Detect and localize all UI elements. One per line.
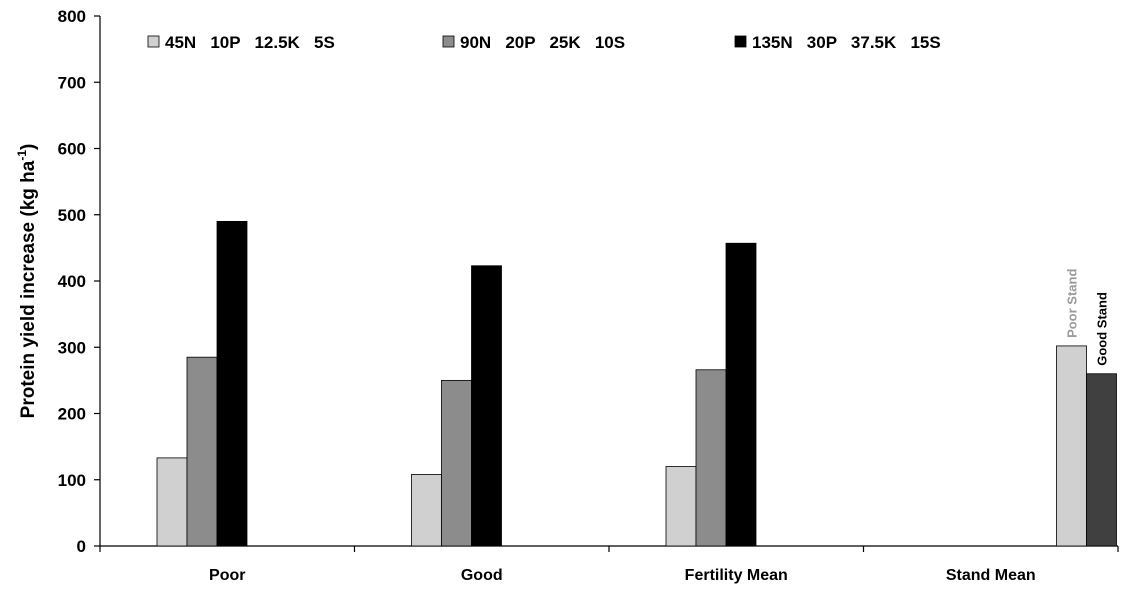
legend-label: 45N 10P 12.5K 5S (165, 33, 335, 52)
y-axis-title-close: ) (18, 144, 39, 150)
bar-series-2 (695, 369, 727, 547)
bar-series-3 (216, 220, 248, 547)
legend-swatch (734, 35, 747, 48)
y-tick-label: 200 (58, 405, 86, 424)
legend-label: 135N 30P 37.5K 15S (752, 33, 941, 52)
bar-stand-poor (1056, 345, 1087, 547)
x-ticks (99, 546, 1119, 552)
legend-swatch (147, 35, 160, 48)
bar-series-1 (156, 457, 188, 547)
bar-series-2 (186, 356, 218, 547)
y-axis-title-main: Protein yield increase (kg ha (18, 160, 39, 418)
y-tick-label: 800 (58, 7, 86, 26)
x-category-labels: Poor Good Fertility Mean Stand Mean (209, 567, 1036, 584)
legend-label: 90N 20P 25K 10S (460, 33, 625, 52)
bar-stand-good (1086, 373, 1117, 547)
bar-series-3 (725, 242, 757, 547)
bar-series-1 (411, 474, 442, 547)
x-category-label: Stand Mean (946, 567, 1036, 584)
x-category-label: Fertility Mean (685, 567, 788, 584)
y-tick-label: 400 (58, 272, 86, 291)
y-tick-label: 500 (58, 206, 86, 225)
y-tick-label: 700 (58, 73, 86, 92)
y-axis-title-superscript: -1 (15, 150, 29, 161)
y-axis: 0 100 200 300 400 500 600 700 800 Protein yield … (15, 7, 101, 556)
legend: 45N 10P 12.5K 5S 90N 20P 25K 10S 135N 30P … (147, 33, 941, 52)
bars (156, 220, 1117, 547)
y-tick-label: 300 (58, 338, 86, 357)
stand-label: Poor Stand (1065, 269, 1080, 338)
bar-series-3 (471, 265, 502, 547)
x-category-label: Poor (209, 567, 245, 584)
x-category-label: Good (461, 567, 503, 584)
bar-series-2 (441, 379, 472, 547)
stand-label: Good Stand (1095, 292, 1110, 366)
y-tick-label: 600 (58, 140, 86, 159)
bar-series-1 (665, 466, 697, 547)
x-axis: Poor Good Fertility Mean Stand Mean (99, 545, 1119, 584)
y-ticks: 0 100 200 300 400 500 600 700 800 (58, 7, 100, 556)
y-tick-label: 100 (58, 471, 86, 490)
stand-annotations: Poor Stand Good Stand (1065, 269, 1110, 366)
y-tick-label: 0 (77, 537, 86, 556)
y-axis-title: Protein yield increase (kg ha-1) (15, 144, 39, 419)
legend-swatch (442, 35, 455, 48)
